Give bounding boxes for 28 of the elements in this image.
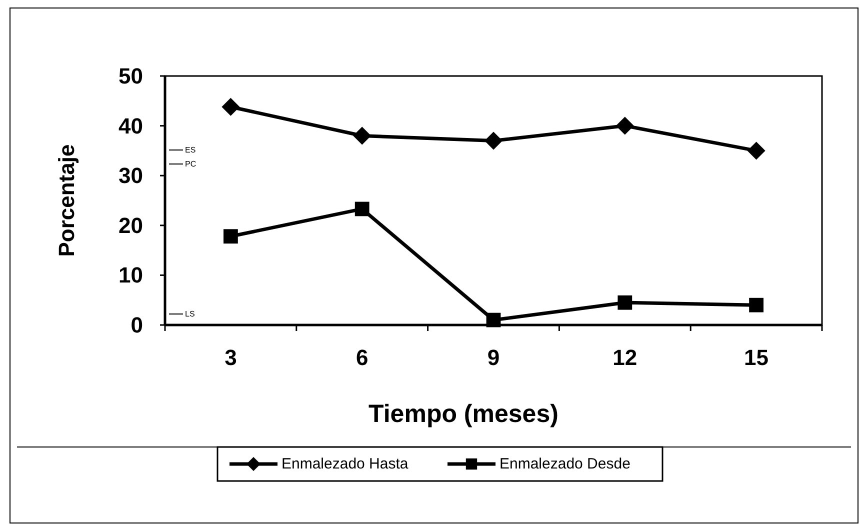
x-tick-label: 15 xyxy=(744,345,769,370)
point xyxy=(354,202,370,216)
y-axis-title: Porcentaje xyxy=(54,144,79,257)
point xyxy=(616,116,634,135)
y-tick-label: 30 xyxy=(118,163,143,188)
point xyxy=(484,132,502,150)
legend-label: Enmalezado Hasta xyxy=(282,456,409,472)
x-tick-label: 6 xyxy=(356,345,368,370)
y-tick-label: 10 xyxy=(118,262,143,288)
y-tick-label: 40 xyxy=(118,113,143,138)
point xyxy=(618,295,632,310)
point xyxy=(486,312,501,328)
point xyxy=(353,126,372,145)
x-tick-label: 3 xyxy=(224,345,237,370)
x-tick-label: 9 xyxy=(487,345,500,370)
point xyxy=(747,142,766,160)
legend-label: Enmalezado Desde xyxy=(500,456,630,472)
x-tick-label: 12 xyxy=(612,345,638,370)
annotation: LS xyxy=(185,310,195,318)
x-axis-title: Tiempo (meses) xyxy=(368,400,558,428)
point xyxy=(749,298,764,312)
y-tick-label: 20 xyxy=(118,212,143,238)
y-tick-label: 0 xyxy=(130,312,143,338)
point xyxy=(224,229,238,244)
annotation: ES xyxy=(185,146,196,154)
y-tick-label: 50 xyxy=(118,64,143,88)
annotation: PC xyxy=(185,160,196,168)
point xyxy=(222,98,240,116)
